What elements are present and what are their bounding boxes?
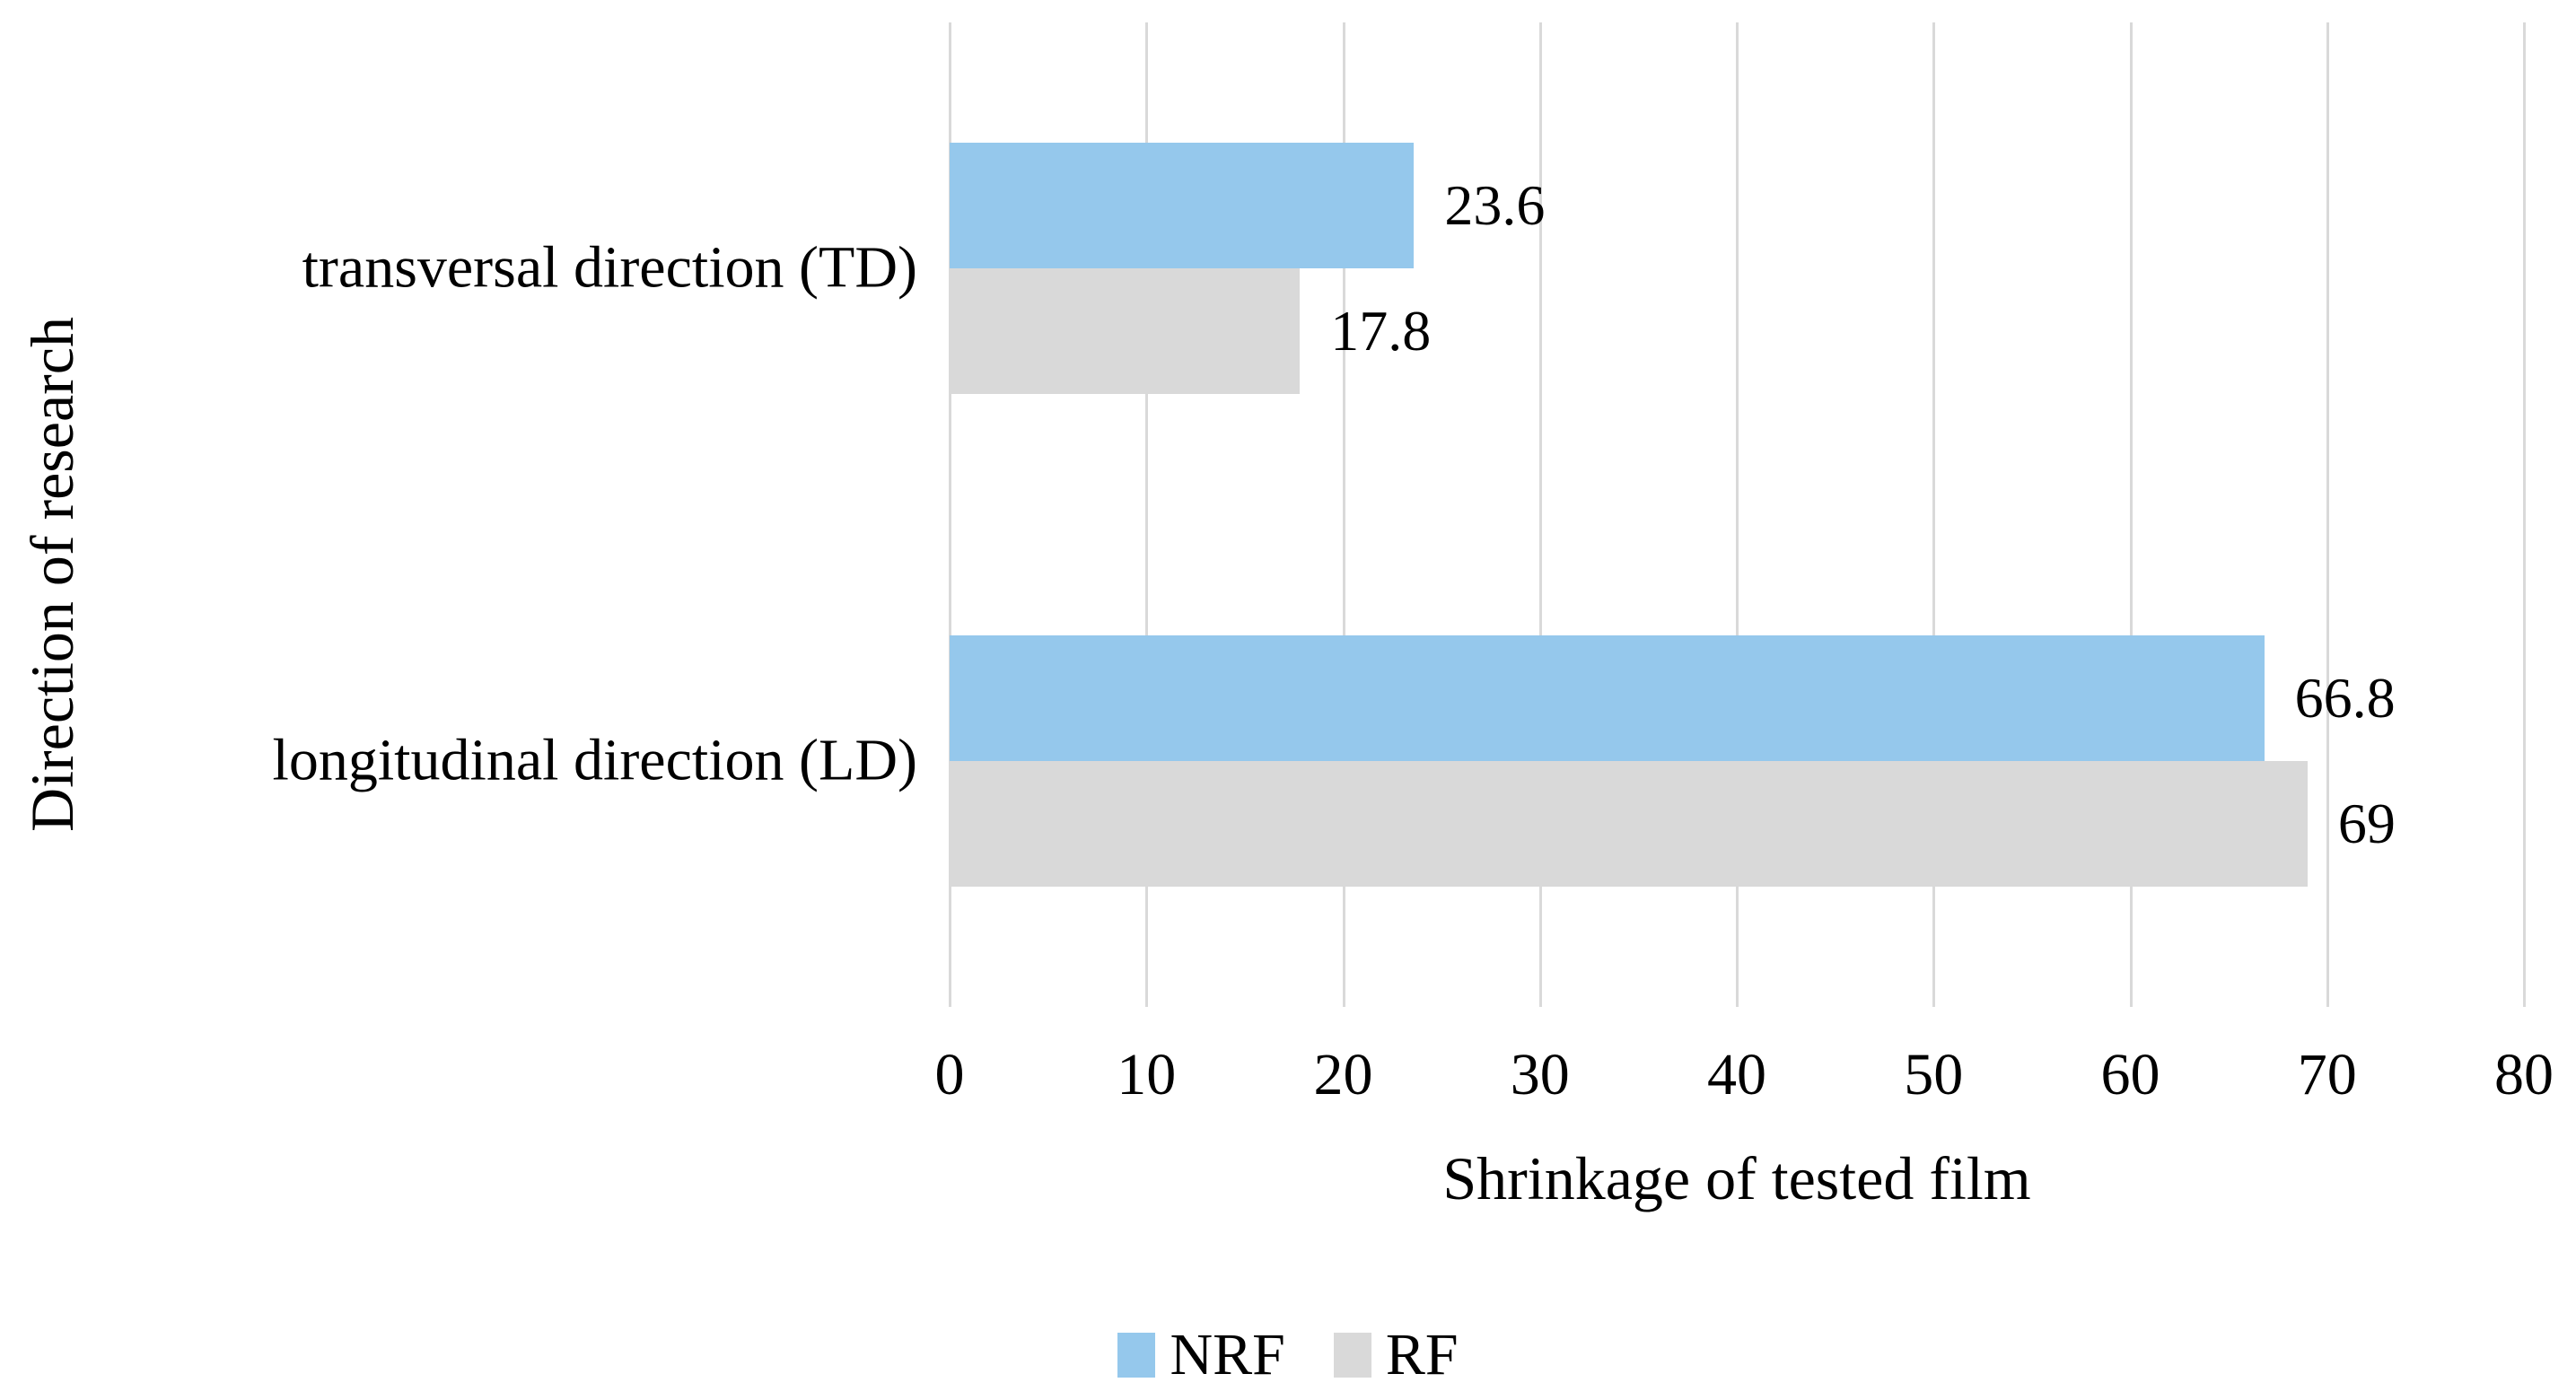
x-tick-label-10: 10 (1117, 1042, 1177, 1107)
category-label: transversal direction (TD) (302, 234, 917, 301)
gridline-70 (2326, 22, 2329, 1007)
x-tick-label-0: 0 (934, 1042, 965, 1107)
legend-swatch-rf (1333, 1333, 1371, 1378)
x-tick-label-30: 30 (1510, 1042, 1570, 1107)
x-tick-label-20: 20 (1313, 1042, 1373, 1107)
x-axis-title: Shrinkage of tested film (1442, 1144, 2031, 1212)
rf-data-label: 17.8 (1330, 299, 1432, 363)
gridline-50 (1932, 22, 1936, 1007)
x-tick-label-60: 60 (2100, 1042, 2160, 1107)
legend-item-nrf: NRF (1117, 1322, 1285, 1387)
gridline-20 (1342, 22, 1345, 1007)
gridline-0 (949, 22, 951, 1007)
x-tick-label-80: 80 (2494, 1042, 2554, 1107)
gridline-30 (1538, 22, 1542, 1007)
legend-label-rf: RF (1385, 1322, 1459, 1387)
gridline-80 (2523, 22, 2526, 1007)
x-tick-label-40: 40 (1707, 1042, 1766, 1107)
rf-data-label: 69 (2337, 791, 2396, 855)
nrf-bar (950, 143, 1415, 269)
gridline-10 (1145, 22, 1149, 1007)
category-label: longitudinal direction (LD) (272, 727, 918, 793)
legend: NRF RF (0, 1317, 2576, 1393)
rf-bar (950, 268, 1301, 395)
nrf-data-label: 66.8 (2294, 665, 2396, 730)
x-tick-label-50: 50 (1904, 1042, 1964, 1107)
legend-label-nrf: NRF (1170, 1322, 1285, 1387)
nrf-bar (950, 634, 2265, 761)
x-tick-label-70: 70 (2297, 1042, 2357, 1107)
legend-item-rf: RF (1333, 1322, 1459, 1387)
y-axis-title: Direction of research (18, 317, 86, 832)
rf-bar (950, 760, 2308, 887)
plot-area: 23.6 17.8 66.8 69 (949, 22, 2526, 1007)
gridline-60 (2129, 22, 2133, 1007)
legend-swatch-nrf (1117, 1333, 1156, 1378)
gridline-40 (1736, 22, 1739, 1007)
nrf-data-label: 23.6 (1444, 173, 1546, 238)
